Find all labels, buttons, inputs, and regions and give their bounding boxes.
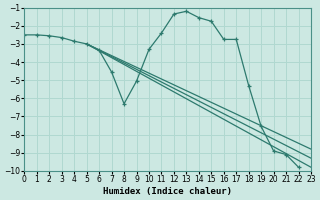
X-axis label: Humidex (Indice chaleur): Humidex (Indice chaleur) [103,187,232,196]
